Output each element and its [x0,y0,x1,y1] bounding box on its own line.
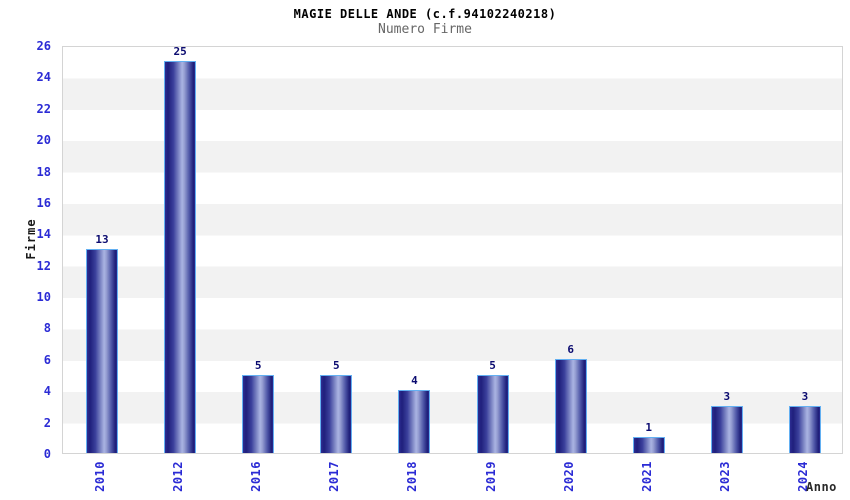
bar-2012 [164,60,197,453]
bar-2024 [788,405,821,453]
x-tick-label: 2017 [327,461,342,492]
bar-value-label: 5 [489,358,496,372]
x-tick-label: 2019 [483,461,498,492]
bar-2017 [320,374,353,453]
bar-2019 [476,374,509,453]
bar-2010 [86,249,119,453]
bar-2018 [398,390,431,453]
x-tick-label: 2018 [405,461,420,492]
chart-title: MAGIE DELLE ANDE (c.f.94102240218) [293,7,557,21]
y-tick-label: 18 [36,164,51,179]
x-axis-title: Anno [806,480,837,494]
bar-value-label: 6 [567,342,574,356]
bar-slot: 25 [141,44,219,453]
plot-area: 13 25 5 5 4 5 6 1 3 3 [62,44,844,454]
bar-value-label: 25 [173,44,187,58]
y-tick-label: 26 [36,39,51,53]
bar-slot: 3 [766,47,844,453]
bar-slot: 4 [375,47,453,453]
y-tick-label: 8 [43,321,51,336]
y-tick-label: 6 [43,352,51,367]
x-tick-label: 2021 [639,461,654,492]
y-tick-label: 14 [36,227,51,242]
bar-2016 [242,374,275,453]
bar-value-label: 5 [333,358,340,372]
bar-slot: 6 [532,47,610,453]
bar-value-label: 13 [95,233,109,246]
x-tick-label: 2012 [171,461,186,492]
x-tick-label: 2020 [561,461,576,492]
bar-slot: 1 [610,47,688,453]
y-tick-label: 4 [43,384,51,399]
y-tick-label: 24 [36,70,51,85]
y-tick-label: 0 [43,447,51,461]
x-tick-label: 2023 [717,461,732,492]
bar-2023 [710,405,743,453]
bar-slot: 5 [454,47,532,453]
x-tick-label: 2016 [249,461,264,492]
bar-value-label: 3 [723,389,731,403]
y-tick-label: 22 [36,101,51,116]
y-axis-tick-labels: 0 2 4 6 8 10 12 14 16 18 20 22 24 26 [0,39,51,461]
y-tick-label: 12 [36,258,51,273]
x-axis-tick-labels: 2010 2012 2016 2017 2018 2019 2020 2021 2023 2024 [62,461,843,500]
y-axis-title: Firme [24,218,38,260]
y-tick-label: 20 [36,133,51,148]
bar-2021 [632,437,665,453]
x-tick-label: 2010 [93,461,108,492]
bar-value-label: 5 [254,358,262,372]
chart-subtitle: Numero Firme [378,22,472,37]
bar-value-label: 3 [801,389,809,403]
bar-value-label: 4 [411,374,418,388]
bar-slot: 5 [219,47,297,453]
y-tick-label: 2 [43,415,51,430]
bar-2020 [554,358,587,453]
y-tick-label: 16 [36,195,51,210]
y-tick-label: 10 [36,290,51,305]
bar-slot: 3 [688,47,766,453]
bar-slot: 13 [63,47,141,453]
bar-slot: 5 [297,47,375,453]
bar-value-label: 1 [645,421,653,435]
